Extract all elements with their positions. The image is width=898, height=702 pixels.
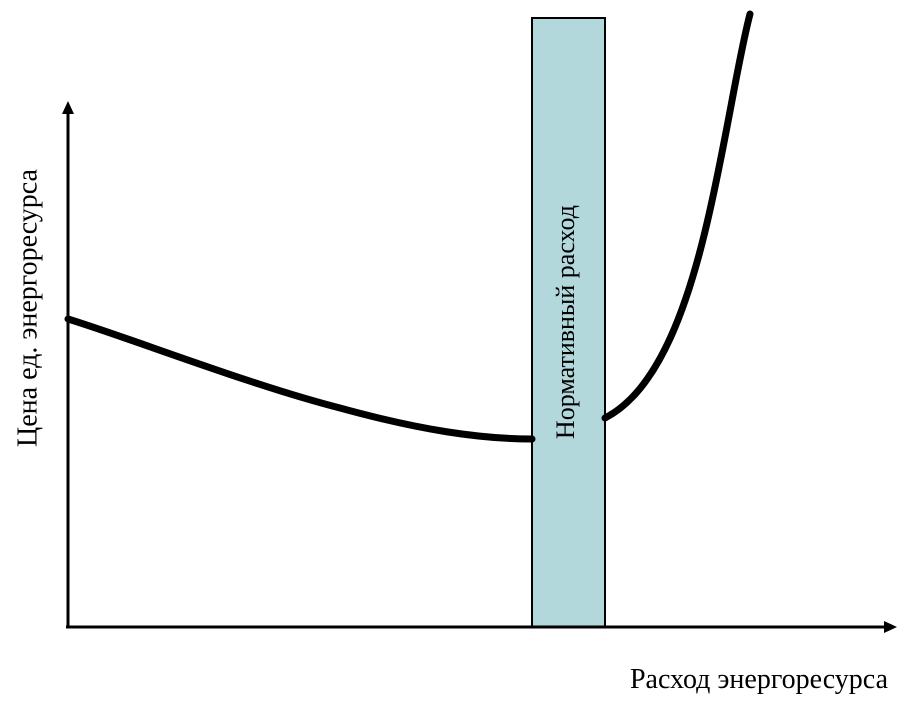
price-curve-left xyxy=(64,315,536,443)
y-axis-label: Цена ед. энергоресурса xyxy=(12,168,43,447)
price-curve-right xyxy=(601,10,754,422)
y-axis-arrowhead xyxy=(62,101,74,114)
normative-consumption-band xyxy=(531,17,606,628)
normative-band-label: Нормативный расход xyxy=(551,205,580,439)
x-axis-label: Расход энергоресурса xyxy=(630,664,889,695)
x-axis-arrowhead xyxy=(884,621,897,633)
